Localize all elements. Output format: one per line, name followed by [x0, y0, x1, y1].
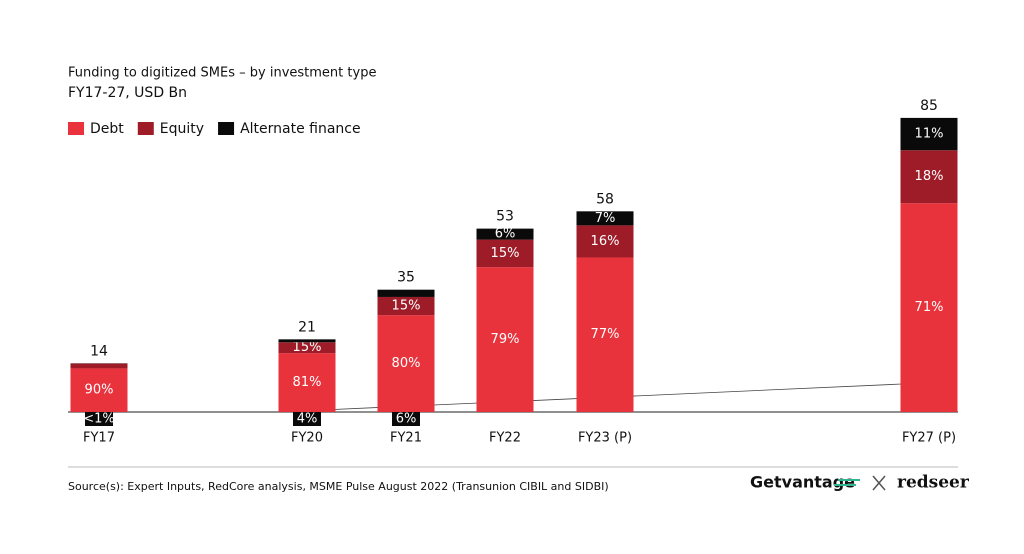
x-tick-label: FY23 (P) [578, 431, 632, 446]
bar-segment [278, 353, 336, 412]
bar-segment [576, 211, 634, 226]
x-tick-label: FY17 [83, 431, 115, 446]
data-label: 77% [591, 327, 620, 342]
brand-logo: Getvantage [750, 473, 855, 492]
cross [872, 475, 886, 491]
data-label: 15% [392, 299, 421, 314]
label-box [85, 412, 113, 426]
x-tick-label: FY27 (P) [902, 431, 956, 446]
data-label: 90% [85, 383, 114, 398]
data-label: 4% [297, 412, 318, 427]
data-label: 15% [293, 340, 322, 355]
bar-segment [900, 117, 958, 151]
bar-segment [476, 239, 534, 268]
data-label: 6% [495, 227, 516, 242]
legend-swatch [218, 122, 235, 135]
bar-segment [278, 342, 336, 354]
bar-segment [70, 368, 128, 412]
logo-mark [834, 479, 860, 486]
chart-subtitle: FY17-27, USD Bn [68, 85, 187, 101]
data-label: 71% [915, 300, 944, 315]
data-label: 6% [396, 412, 417, 427]
total-label: 53 [496, 209, 514, 225]
legend-swatch [137, 122, 154, 135]
bar-segment [70, 363, 128, 369]
bar-segment [900, 150, 958, 204]
bar-segment [576, 257, 634, 412]
source: Source(s): Expert Inputs, RedCore analys… [68, 480, 609, 493]
total-label: 35 [397, 270, 415, 286]
legend-label: Equity [160, 121, 204, 137]
bar-segment [476, 228, 534, 240]
label-box [293, 412, 321, 426]
chart-title: Funding to digitized SMEs – by investmen… [68, 66, 376, 81]
data-label: 81% [293, 375, 322, 390]
bar-segment [377, 296, 435, 316]
data-label: <1% [83, 412, 115, 427]
data-label: 79% [491, 332, 520, 347]
data-label: 16% [591, 234, 620, 249]
brand-logo: redseer [897, 473, 970, 493]
x-tick-label: FY20 [291, 431, 323, 446]
legend-label: Debt [90, 121, 124, 137]
bar-segment [377, 315, 435, 412]
x-tick-label: FY21 [390, 431, 422, 446]
bar-segment [476, 267, 534, 412]
data-label: 18% [915, 169, 944, 184]
data-label: 7% [595, 211, 616, 226]
bar-segment [278, 339, 336, 343]
total-label: 85 [920, 98, 938, 114]
label-box [392, 412, 420, 426]
bar-segment [377, 289, 435, 297]
bar-segment [576, 225, 634, 258]
bar-segment [900, 203, 958, 412]
data-label: 11% [915, 127, 944, 142]
data-label: 15% [491, 246, 520, 261]
legend-label: Alternate finance [240, 121, 361, 137]
x-tick-label: FY22 [489, 431, 521, 446]
total-label: 21 [298, 319, 316, 335]
total-label: 58 [596, 191, 614, 207]
data-label: 10% [85, 348, 114, 363]
total-label: 14 [90, 343, 108, 359]
legend-swatch [68, 122, 84, 135]
data-label: 80% [392, 356, 421, 371]
